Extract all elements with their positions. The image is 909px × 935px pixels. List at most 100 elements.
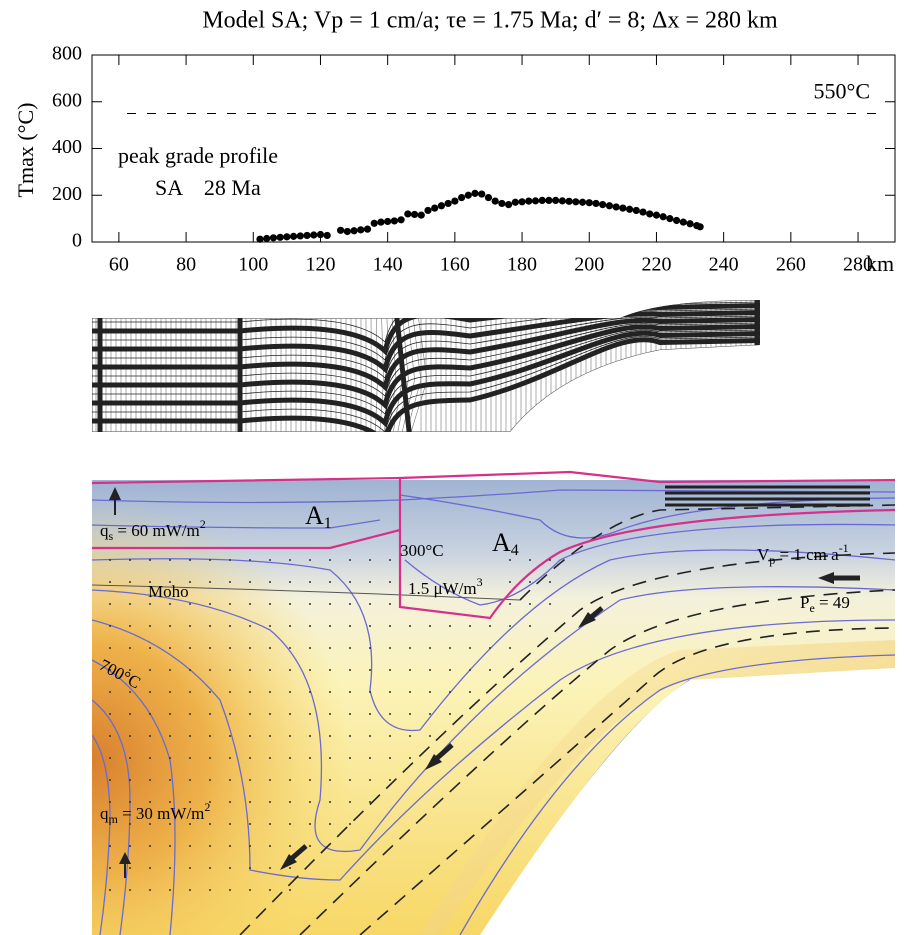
grid-line xyxy=(92,315,760,379)
data-point xyxy=(518,198,526,206)
velocity-dot xyxy=(109,669,111,671)
velocity-dot xyxy=(249,713,251,715)
velocity-dot xyxy=(209,889,211,891)
velocity-dot xyxy=(289,581,291,583)
velocity-dot xyxy=(369,669,371,671)
velocity-dot xyxy=(329,559,331,561)
velocity-dot xyxy=(129,889,131,891)
data-point xyxy=(572,198,580,206)
data-point xyxy=(410,210,419,219)
y-tick-label: 200 xyxy=(52,183,82,205)
velocity-dot xyxy=(389,647,391,649)
velocity-dot xyxy=(189,779,191,781)
velocity-dot xyxy=(229,581,231,583)
velocity-dot xyxy=(289,625,291,627)
velocity-dot xyxy=(369,801,371,803)
velocity-dot xyxy=(109,823,111,825)
velocity-dot xyxy=(509,625,511,627)
velocity-dot xyxy=(269,691,271,693)
velocity-dot xyxy=(209,625,211,627)
velocity-dot xyxy=(329,779,331,781)
velocity-dot xyxy=(349,691,351,693)
velocity-dot xyxy=(329,801,331,803)
y-tick-label: 400 xyxy=(52,136,82,158)
velocity-dot xyxy=(369,735,371,737)
velocity-dot xyxy=(289,735,291,737)
thermal-section xyxy=(91,470,896,935)
data-point xyxy=(632,206,640,215)
velocity-dot xyxy=(189,735,191,737)
velocity-dot xyxy=(149,581,151,583)
velocity-dot xyxy=(209,735,211,737)
grid-line-thin xyxy=(395,300,409,432)
velocity-dot xyxy=(269,559,271,561)
velocity-dot xyxy=(129,801,131,803)
velocity-dot xyxy=(369,559,371,561)
velocity-dot xyxy=(129,669,131,671)
velocity-dot xyxy=(109,603,111,605)
velocity-dot xyxy=(229,889,231,891)
velocity-dot xyxy=(149,823,151,825)
data-point xyxy=(511,198,519,206)
data-point xyxy=(370,219,378,227)
grid-line xyxy=(92,324,760,410)
velocity-dot xyxy=(309,713,311,715)
velocity-dot xyxy=(249,757,251,759)
x-tick-label: 220 xyxy=(641,254,671,276)
velocity-dot xyxy=(509,603,511,605)
velocity-dot xyxy=(149,669,151,671)
data-point xyxy=(531,197,540,205)
data-point xyxy=(310,231,318,239)
grid-line xyxy=(92,322,760,397)
velocity-dot xyxy=(229,669,231,671)
heat-production-label: 1.5 μW/m3 xyxy=(408,575,483,598)
data-point xyxy=(639,208,647,216)
velocity-dot xyxy=(209,867,211,869)
data-point xyxy=(599,201,607,209)
velocity-dot xyxy=(229,845,231,847)
annotation: peak grade profile xyxy=(118,143,278,168)
velocity-dot xyxy=(129,647,131,649)
data-point xyxy=(357,226,365,234)
velocity-dot xyxy=(209,603,211,605)
velocity-dot xyxy=(369,757,371,759)
velocity-dot xyxy=(109,713,111,715)
velocity-dot xyxy=(269,779,271,781)
velocity-dot xyxy=(369,603,371,605)
velocity-dot xyxy=(309,757,311,759)
velocity-dot xyxy=(109,779,111,781)
velocity-dot xyxy=(229,823,231,825)
velocity-dot xyxy=(229,559,231,561)
velocity-dot xyxy=(149,867,151,869)
velocity-dot xyxy=(189,845,191,847)
velocity-dot xyxy=(549,603,551,605)
velocity-dot xyxy=(449,713,451,715)
data-point xyxy=(666,215,674,223)
velocity-dot xyxy=(209,757,211,759)
velocity-dot xyxy=(449,625,451,627)
grid-line-thin xyxy=(399,300,415,432)
velocity-dot xyxy=(149,559,151,561)
velocity-dot xyxy=(249,867,251,869)
velocity-dot xyxy=(229,735,231,737)
data-point xyxy=(363,225,372,233)
velocity-dot xyxy=(189,801,191,803)
data-point xyxy=(384,217,392,226)
velocity-dot xyxy=(489,669,491,671)
velocity-dot xyxy=(449,691,451,693)
moho-label: Moho xyxy=(148,582,189,601)
velocity-dot xyxy=(389,779,391,781)
velocity-dot xyxy=(209,581,211,583)
velocity-dot xyxy=(469,625,471,627)
data-point xyxy=(417,211,425,219)
velocity-dot xyxy=(289,845,291,847)
velocity-dot xyxy=(289,801,291,803)
data-point xyxy=(444,199,452,208)
velocity-dot xyxy=(189,581,191,583)
velocity-dot xyxy=(289,669,291,671)
velocity-dot xyxy=(209,779,211,781)
velocity-dot xyxy=(249,801,251,803)
data-point xyxy=(552,196,560,204)
velocity-dot xyxy=(229,757,231,759)
